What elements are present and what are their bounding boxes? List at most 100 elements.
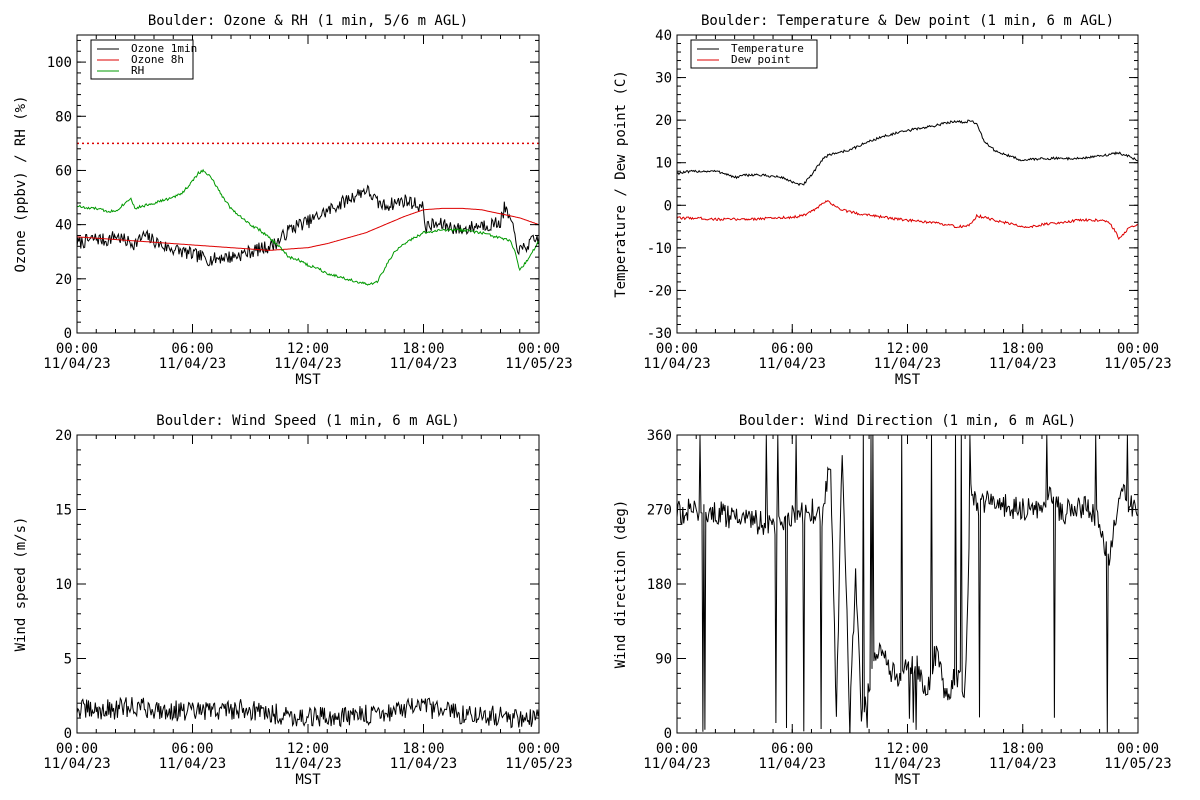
x-tick-date: 11/04/23 bbox=[874, 356, 941, 372]
plot-frame bbox=[676, 434, 1139, 734]
series-line-ozone-1min bbox=[77, 184, 539, 267]
x-tick-date: 11/04/23 bbox=[274, 756, 341, 772]
chart-wind_speed: Boulder: Wind Speed (1 min, 6 m AGL) 0 5 10… bbox=[13, 413, 573, 788]
x-tick-date: 11/04/23 bbox=[159, 756, 226, 772]
legend-label: Ozone 8h bbox=[131, 53, 184, 66]
x-tick-date: 11/05/23 bbox=[505, 356, 572, 372]
series-line-ozone-8h bbox=[77, 207, 539, 251]
y-tick-label: 80 bbox=[55, 109, 72, 125]
y-axis-label: Wind speed (m/s) bbox=[13, 517, 29, 652]
chart-title: Boulder: Ozone & RH (1 min, 5/6 m AGL) bbox=[148, 13, 468, 29]
x-tick-time: 12:00 bbox=[287, 341, 329, 357]
y-axis-label: Temperature / Dew point (C) bbox=[613, 70, 629, 298]
legend-label: Dew point bbox=[731, 53, 791, 66]
x-tick-time: 12:00 bbox=[886, 741, 928, 757]
chart-title: Boulder: Wind Direction (1 min, 6 m AGL) bbox=[739, 413, 1076, 429]
series-line-data bbox=[677, 435, 1138, 733]
y-tick-label: 20 bbox=[55, 272, 72, 288]
x-tick-date: 11/04/23 bbox=[874, 756, 941, 772]
plot-area bbox=[677, 435, 1138, 733]
plot-frame bbox=[76, 434, 540, 734]
y-tick-label: 0 bbox=[664, 198, 672, 214]
y-tick-label: 20 bbox=[655, 113, 672, 129]
x-axis-label: MST bbox=[895, 772, 921, 788]
x-tick-date: 11/05/23 bbox=[505, 756, 572, 772]
x-tick-time: 12:00 bbox=[287, 741, 329, 757]
x-tick-time: 00:00 bbox=[518, 341, 560, 357]
x-tick-date: 11/04/23 bbox=[390, 756, 457, 772]
y-tick-label: 0 bbox=[64, 326, 72, 342]
x-tick-time: 18:00 bbox=[402, 741, 444, 757]
legend-box bbox=[690, 39, 818, 69]
x-tick-time: 00:00 bbox=[656, 741, 698, 757]
plot-frame bbox=[76, 34, 540, 334]
y-tick-label: 180 bbox=[647, 577, 672, 593]
x-tick-time: 18:00 bbox=[1002, 741, 1044, 757]
x-tick-date: 11/04/23 bbox=[159, 356, 226, 372]
y-tick-label: 20 bbox=[55, 428, 72, 444]
x-tick-date: 11/04/23 bbox=[643, 356, 710, 372]
y-tick-label: 270 bbox=[647, 503, 672, 519]
x-tick-date: 11/05/23 bbox=[1104, 356, 1171, 372]
y-tick-label: 60 bbox=[55, 163, 72, 179]
x-tick-time: 18:00 bbox=[1002, 341, 1044, 357]
chart-title: Boulder: Wind Speed (1 min, 6 m AGL) bbox=[156, 413, 459, 429]
x-tick-date: 11/04/23 bbox=[274, 356, 341, 372]
x-tick-date: 11/04/23 bbox=[43, 756, 110, 772]
y-tick-label: 40 bbox=[55, 218, 72, 234]
x-tick-time: 00:00 bbox=[656, 341, 698, 357]
x-tick-time: 06:00 bbox=[771, 741, 813, 757]
x-tick-date: 11/04/23 bbox=[759, 356, 826, 372]
x-tick-time: 00:00 bbox=[56, 341, 98, 357]
x-tick-date: 11/04/23 bbox=[989, 356, 1056, 372]
x-tick-date: 11/04/23 bbox=[989, 756, 1056, 772]
y-tick-label: 30 bbox=[655, 71, 672, 87]
x-tick-time: 00:00 bbox=[1117, 341, 1159, 357]
legend-label: Ozone 1min bbox=[131, 42, 197, 55]
chart-temp_dew: Boulder: Temperature & Dew point (1 min,… bbox=[613, 13, 1172, 388]
x-axis-label: MST bbox=[295, 372, 321, 388]
y-tick-label: -20 bbox=[647, 283, 672, 299]
series-line-temperature bbox=[677, 119, 1138, 187]
y-axis-label: Ozone (ppbv) / RH (%) bbox=[13, 95, 29, 272]
y-tick-label: 90 bbox=[655, 652, 672, 668]
x-tick-date: 11/04/23 bbox=[43, 356, 110, 372]
x-tick-date: 11/04/23 bbox=[390, 356, 457, 372]
y-tick-label: -30 bbox=[647, 326, 672, 342]
x-tick-date: 11/04/23 bbox=[643, 756, 710, 772]
y-tick-label: 10 bbox=[655, 156, 672, 172]
chart-wind_dir: Boulder: Wind Direction (1 min, 6 m AGL)… bbox=[613, 413, 1172, 788]
x-tick-time: 06:00 bbox=[771, 341, 813, 357]
x-tick-time: 00:00 bbox=[518, 741, 560, 757]
y-axis-label: Wind direction (deg) bbox=[613, 500, 629, 669]
plot-area bbox=[77, 142, 539, 286]
y-tick-label: 0 bbox=[64, 726, 72, 742]
legend-label: RH bbox=[131, 64, 144, 77]
y-tick-label: 5 bbox=[64, 652, 72, 668]
x-tick-date: 11/04/23 bbox=[759, 756, 826, 772]
x-axis-label: MST bbox=[295, 772, 321, 788]
y-tick-label: 10 bbox=[55, 577, 72, 593]
plot-frame bbox=[676, 34, 1139, 334]
plot-area bbox=[677, 119, 1138, 241]
x-tick-time: 06:00 bbox=[171, 341, 213, 357]
series-line-rh bbox=[77, 168, 539, 286]
plot-area bbox=[77, 696, 539, 729]
y-tick-label: -10 bbox=[647, 241, 672, 257]
y-tick-label: 15 bbox=[55, 503, 72, 519]
x-tick-time: 00:00 bbox=[56, 741, 98, 757]
y-tick-label: 40 bbox=[655, 28, 672, 44]
x-tick-time: 12:00 bbox=[886, 341, 928, 357]
x-tick-time: 18:00 bbox=[402, 341, 444, 357]
series-line-dew-point bbox=[677, 199, 1138, 241]
chart-ozone_rh: Boulder: Ozone & RH (1 min, 5/6 m AGL) 0 2… bbox=[13, 13, 573, 388]
y-tick-label: 0 bbox=[664, 726, 672, 742]
chart-title: Boulder: Temperature & Dew point (1 min,… bbox=[701, 13, 1114, 29]
x-tick-time: 06:00 bbox=[171, 741, 213, 757]
x-tick-date: 11/05/23 bbox=[1104, 756, 1171, 772]
series-line-data bbox=[77, 696, 539, 729]
y-tick-label: 360 bbox=[647, 428, 672, 444]
